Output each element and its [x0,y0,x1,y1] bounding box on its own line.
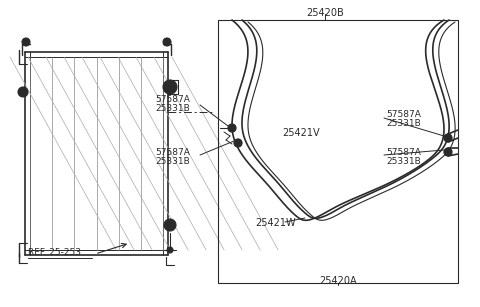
Text: 57587A: 57587A [386,148,421,157]
Circle shape [163,80,177,94]
Circle shape [18,87,28,97]
Text: REF. 25-253: REF. 25-253 [28,248,81,257]
Circle shape [230,126,233,130]
Circle shape [21,90,25,95]
Text: 25331B: 25331B [155,157,190,166]
Circle shape [163,38,171,46]
Circle shape [164,219,176,231]
Text: 57587A: 57587A [155,148,190,157]
Text: 25420B: 25420B [306,8,344,18]
Text: 25421V: 25421V [282,128,320,138]
Text: 57587A: 57587A [155,95,190,104]
Circle shape [446,150,449,154]
Circle shape [446,137,449,139]
Text: 25331B: 25331B [386,119,421,128]
Text: 25421W: 25421W [255,218,296,228]
Polygon shape [30,57,163,250]
Circle shape [22,38,30,46]
Circle shape [167,84,173,90]
Bar [30,57,163,250]
Circle shape [444,148,452,156]
Circle shape [234,139,242,147]
Circle shape [167,247,173,253]
Circle shape [444,134,452,142]
Text: 25331B: 25331B [155,104,190,113]
Circle shape [237,142,240,145]
Text: 57587A: 57587A [386,110,421,119]
Circle shape [228,124,236,132]
Text: 25420A: 25420A [319,276,357,286]
Text: 25331B: 25331B [386,157,421,166]
